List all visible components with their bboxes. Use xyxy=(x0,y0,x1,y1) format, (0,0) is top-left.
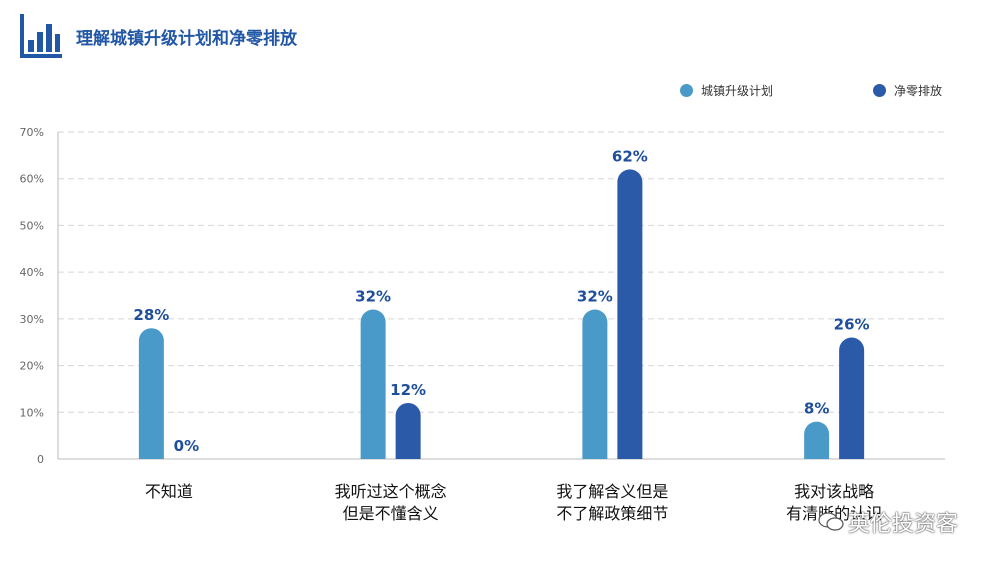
legend-label: 城镇升级计划 xyxy=(701,84,774,98)
y-tick-label: 20% xyxy=(20,360,44,373)
watermark-text: 英伦投资客 xyxy=(848,512,959,537)
y-tick-label: 70% xyxy=(20,126,44,139)
bar xyxy=(617,169,643,459)
watermark: 英伦投资客 xyxy=(818,506,958,538)
bar xyxy=(395,402,421,459)
data-label: 8% xyxy=(804,400,829,418)
wechat-icon xyxy=(818,512,844,531)
data-label: 62% xyxy=(612,147,648,165)
bar xyxy=(360,309,386,459)
legend-label: 净零排放 xyxy=(894,84,943,98)
bar xyxy=(804,421,830,459)
y-tick-label: 10% xyxy=(20,406,44,419)
y-tick-label: 50% xyxy=(20,219,44,232)
bar xyxy=(138,328,164,459)
data-label: 32% xyxy=(355,288,391,306)
x-tick-label: 有清晰的认识 xyxy=(786,504,882,523)
data-label: 32% xyxy=(577,288,613,306)
data-label: 28% xyxy=(133,306,169,324)
x-tick-label: 我对该战略 xyxy=(794,482,874,501)
y-tick-label: 40% xyxy=(20,266,44,279)
x-tick-label: 我了解含义但是 xyxy=(556,482,668,501)
legend-dot-icon xyxy=(680,84,693,97)
data-label: 26% xyxy=(834,316,870,334)
legend-item-net-zero: 净零排放 xyxy=(873,82,942,99)
x-tick-label: 不知道 xyxy=(145,482,193,501)
x-tick-label: 不了解政策细节 xyxy=(556,504,668,523)
x-tick-label: 我听过这个概念 xyxy=(335,482,447,501)
data-label: 0% xyxy=(174,437,199,455)
page-title: 理解城镇升级计划和净零排放 xyxy=(76,29,297,49)
y-tick-label: 30% xyxy=(20,313,44,326)
legend-item-town-upgrade: 城镇升级计划 xyxy=(680,82,773,99)
y-tick-label: 60% xyxy=(20,173,44,186)
bar xyxy=(582,309,608,459)
x-tick-label: 但是不懂含义 xyxy=(343,504,439,523)
bar-chart-icon xyxy=(20,14,62,58)
y-tick-label: 0 xyxy=(37,453,44,466)
bar xyxy=(839,337,865,459)
legend-dot-icon xyxy=(873,84,886,97)
data-label: 12% xyxy=(390,381,426,399)
